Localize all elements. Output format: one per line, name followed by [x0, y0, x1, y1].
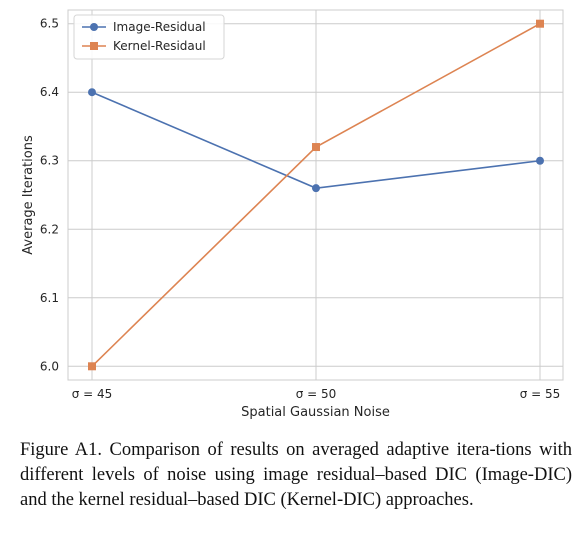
y-axis-ticks: 6.0 6.1 6.2 6.3 6.4 6.5 — [40, 17, 59, 374]
legend-items: Image-Residual Kernel-Residaul — [82, 20, 206, 53]
data-point-square — [536, 19, 544, 28]
series-image-residual — [88, 88, 544, 193]
y-tick-label: 6.4 — [40, 85, 59, 99]
y-tick-label: 6.2 — [40, 222, 59, 236]
series-kernel-residaul — [88, 19, 544, 371]
x-tick-label: σ = 55 — [520, 387, 561, 401]
line-chart: 6.0 6.1 6.2 6.3 6.4 6.5 σ = 45 σ = 50 σ = 55 Sp… — [21, 9, 564, 420]
data-point-circle — [88, 88, 96, 97]
x-tick-label: σ = 45 — [72, 387, 113, 401]
figure-caption: Figure A1. Comparison of results on aver… — [20, 440, 572, 510]
x-axis-ticks: σ = 45 σ = 50 σ = 55 — [72, 387, 561, 401]
legend-label: Image-Residual — [113, 20, 206, 34]
grid-lines — [68, 10, 563, 380]
legend-entry: Image-Residual — [82, 20, 206, 34]
legend-entry: Kernel-Residaul — [82, 39, 206, 53]
y-tick-label: 6.3 — [40, 154, 59, 168]
y-axis-label: Average Iterations — [21, 135, 36, 255]
legend-label: Kernel-Residaul — [113, 39, 206, 53]
series-layer — [88, 19, 544, 371]
data-point-circle — [536, 156, 544, 165]
legend: Image-Residual Kernel-Residaul — [73, 14, 225, 60]
x-axis-label: Spatial Gaussian Noise — [241, 405, 390, 420]
y-tick-label: 6.5 — [40, 17, 59, 31]
legend-box — [73, 14, 225, 60]
plot-frame — [67, 9, 564, 381]
y-tick-label: 6.0 — [40, 359, 59, 373]
y-tick-label: 6.1 — [40, 291, 59, 305]
data-point-square — [312, 143, 320, 152]
x-tick-label: σ = 50 — [296, 387, 337, 401]
data-point-square — [88, 362, 96, 371]
data-point-circle — [312, 184, 320, 193]
chart-figure: 6.0 6.1 6.2 6.3 6.4 6.5 σ = 45 σ = 50 σ = 55 Sp… — [21, 9, 564, 420]
legend-marker-square — [90, 42, 98, 50]
legend-marker-circle — [90, 23, 98, 31]
